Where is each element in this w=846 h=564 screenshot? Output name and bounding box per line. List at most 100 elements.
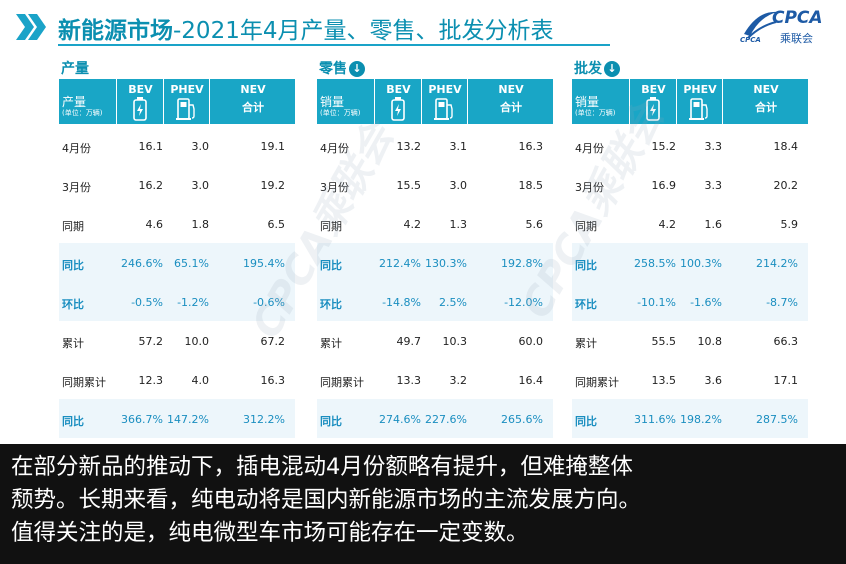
- battery-icon: [646, 97, 660, 121]
- column-nev: NEV 合计: [467, 79, 554, 124]
- row-label: 同期: [575, 220, 597, 233]
- row-label: 累计: [575, 337, 597, 350]
- row-label: 3月份: [62, 181, 91, 194]
- table-row: 同期累计 13.3 3.2 16.4: [317, 360, 553, 399]
- cell-phev: 10.0: [184, 335, 210, 348]
- cell-bev: 13.5: [651, 374, 677, 387]
- cell-nev: 195.4%: [243, 257, 285, 270]
- row-label: 同比: [320, 259, 342, 272]
- cell-nev: 66.3: [773, 335, 799, 348]
- cell-bev: -0.5%: [131, 296, 163, 309]
- cell-phev: 2.5%: [439, 296, 467, 309]
- table-row: 3月份 15.5 3.0 18.5: [317, 165, 553, 204]
- column-bev: BEV: [629, 79, 677, 124]
- column-bev-label: BEV: [386, 83, 411, 96]
- battery-icon: [133, 97, 147, 121]
- panel-label: 批发 ↓: [574, 58, 620, 78]
- cell-nev: 214.2%: [756, 257, 798, 270]
- header-unit-label: 销量: [575, 95, 600, 109]
- cell-nev: 5.6: [525, 218, 544, 231]
- cell-nev: 18.5: [518, 179, 544, 192]
- title-rest: -2021年4月产量、零售、批发分析表: [173, 18, 554, 44]
- column-bev: BEV: [374, 79, 422, 124]
- cell-phev: 3.0: [191, 140, 210, 153]
- panel-label-text: 产量: [61, 61, 89, 77]
- cell-phev: 100.3%: [680, 257, 722, 270]
- cell-nev: -0.6%: [253, 296, 285, 309]
- table-row: 同比 258.5% 100.3% 214.2%: [572, 243, 808, 282]
- table-row: 同比 311.6% 198.2% 287.5%: [572, 399, 808, 438]
- column-phev-label: PHEV: [428, 83, 462, 96]
- cell-phev: 3.1: [449, 140, 468, 153]
- cell-bev: 49.7: [396, 335, 422, 348]
- cell-bev: 55.5: [651, 335, 677, 348]
- cell-phev: 3.3: [704, 140, 723, 153]
- cell-bev: -10.1%: [637, 296, 676, 309]
- arrow-down-icon: ↓: [349, 61, 365, 77]
- cell-nev: 19.1: [260, 140, 286, 153]
- cell-bev: 15.5: [396, 179, 422, 192]
- table-row: 同比 246.6% 65.1% 195.4%: [59, 243, 295, 282]
- cell-phev: 3.3: [704, 179, 723, 192]
- cell-bev: 16.9: [651, 179, 677, 192]
- cell-nev: 17.1: [773, 374, 799, 387]
- cell-nev: 16.3: [260, 374, 286, 387]
- cell-bev: 12.3: [138, 374, 164, 387]
- row-label: 同期累计: [575, 376, 619, 389]
- row-label: 同比: [62, 259, 84, 272]
- row-label: 同比: [575, 259, 597, 272]
- cell-bev: 258.5%: [634, 257, 676, 270]
- logo-small-text: CPCA: [740, 36, 761, 44]
- row-label: 4月份: [320, 142, 349, 155]
- logo-swoosh-icon: [744, 11, 778, 39]
- caption-line: 颓势。长期来看，纯电动将是国内新能源市场的主流发展方向。: [11, 487, 642, 513]
- column-nev: NEV 合计: [722, 79, 809, 124]
- cell-bev: 4.6: [145, 218, 164, 231]
- column-phev: PHEV: [421, 79, 468, 124]
- table-row: 累计 49.7 10.3 60.0: [317, 321, 553, 360]
- cell-bev: -14.8%: [382, 296, 421, 309]
- cell-phev: 3.2: [449, 374, 468, 387]
- cell-phev: 3.0: [449, 179, 468, 192]
- cell-phev: -1.6%: [690, 296, 722, 309]
- cell-nev: 265.6%: [501, 413, 543, 426]
- cell-nev: 20.2: [773, 179, 799, 192]
- table-row: 环比 -0.5% -1.2% -0.6%: [59, 282, 295, 321]
- column-phev-label: PHEV: [683, 83, 717, 96]
- row-label: 同比: [62, 415, 84, 428]
- column-bev-label: BEV: [641, 83, 666, 96]
- title-bold: 新能源市场: [58, 18, 173, 44]
- panel-label: 产量: [61, 58, 89, 78]
- column-nev: NEV 合计: [209, 79, 296, 124]
- cell-phev: 65.1%: [174, 257, 209, 270]
- fuel-pump-icon: [176, 98, 195, 120]
- row-label: 同期累计: [320, 376, 364, 389]
- cell-nev: 18.4: [773, 140, 799, 153]
- table-header: 销量 (单位：万辆) BEV PHEV NEV 合计: [317, 79, 553, 124]
- cell-bev: 4.2: [403, 218, 422, 231]
- table-row: 4月份 13.2 3.1 16.3: [317, 126, 553, 165]
- cell-phev: -1.2%: [177, 296, 209, 309]
- table-row: 4月份 15.2 3.3 18.4: [572, 126, 808, 165]
- cell-phev: 3.0: [191, 179, 210, 192]
- panel-label-text: 批发: [574, 61, 602, 77]
- header-unit-label: 产量: [62, 95, 87, 109]
- cell-nev: 60.0: [518, 335, 544, 348]
- cell-phev: 1.8: [191, 218, 210, 231]
- table-header: 销量 (单位：万辆) BEV PHEV NEV 合计: [572, 79, 808, 124]
- arrow-down-icon: ↓: [604, 61, 620, 77]
- cell-bev: 57.2: [138, 335, 164, 348]
- row-label: 同期累计: [62, 376, 106, 389]
- fuel-pump-icon: [689, 98, 708, 120]
- table-row: 3月份 16.2 3.0 19.2: [59, 165, 295, 204]
- column-total-label: 合计: [242, 101, 264, 114]
- cell-nev: 19.2: [260, 179, 286, 192]
- row-label: 环比: [575, 298, 597, 311]
- cell-nev: 192.8%: [501, 257, 543, 270]
- table-row: 同期 4.2 1.3 5.6: [317, 204, 553, 243]
- cell-phev: 4.0: [191, 374, 210, 387]
- row-label: 同比: [575, 415, 597, 428]
- cell-phev: 3.6: [704, 374, 723, 387]
- row-label: 4月份: [575, 142, 604, 155]
- cell-nev: 312.2%: [243, 413, 285, 426]
